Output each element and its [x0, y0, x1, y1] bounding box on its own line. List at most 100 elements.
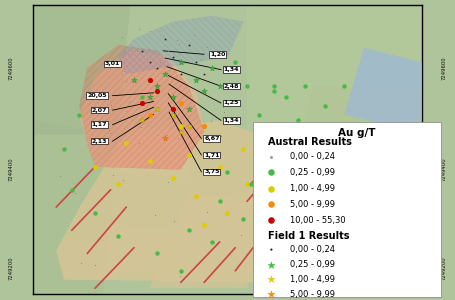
Text: 1,00 - 4,99: 1,00 - 4,99: [290, 184, 335, 193]
Point: [138, 48, 146, 53]
Point: [201, 222, 208, 227]
Point: [282, 95, 289, 100]
Point: [68, 188, 76, 192]
Point: [124, 52, 131, 56]
Text: 0,25 - 0,99: 0,25 - 0,99: [290, 168, 335, 177]
Point: [138, 100, 146, 105]
Point: [122, 109, 129, 113]
Point: [255, 141, 262, 146]
Point: [216, 164, 223, 169]
Point: [268, 154, 275, 159]
Point: [185, 106, 192, 111]
Point: [302, 170, 309, 175]
Text: 10,00 - 55,30: 10,00 - 55,30: [290, 216, 346, 225]
Point: [191, 32, 198, 37]
Point: [187, 103, 195, 108]
Text: 7249400: 7249400: [441, 158, 446, 181]
Point: [321, 103, 329, 108]
Point: [294, 124, 301, 128]
Point: [154, 251, 161, 256]
Point: [120, 178, 127, 183]
Text: 2,07: 2,07: [91, 108, 107, 113]
Point: [302, 83, 309, 88]
Point: [268, 170, 275, 175]
Point: [106, 131, 114, 136]
Point: [239, 147, 247, 152]
Point: [193, 193, 200, 198]
Point: [145, 46, 152, 51]
Text: 0,00 - 0,24: 0,00 - 0,24: [290, 245, 335, 254]
Point: [107, 103, 115, 107]
Point: [173, 100, 180, 104]
Text: 7249600: 7249600: [441, 56, 446, 80]
Point: [56, 174, 64, 178]
Text: 3,75: 3,75: [204, 169, 220, 174]
Point: [162, 72, 169, 76]
Point: [154, 83, 161, 88]
Point: [271, 89, 278, 94]
Polygon shape: [80, 51, 204, 169]
Point: [138, 95, 146, 100]
Text: 1,34: 1,34: [223, 118, 239, 123]
Point: [177, 60, 184, 65]
Point: [220, 110, 228, 114]
Point: [217, 134, 225, 139]
Point: [162, 135, 169, 140]
Point: [102, 96, 109, 101]
Polygon shape: [64, 242, 118, 280]
Point: [238, 233, 245, 238]
Polygon shape: [80, 45, 204, 169]
Point: [119, 34, 126, 39]
Point: [185, 43, 192, 47]
FancyBboxPatch shape: [253, 122, 441, 297]
Point: [203, 45, 210, 50]
Point: [193, 60, 200, 65]
Point: [115, 182, 122, 186]
Point: [243, 83, 251, 88]
Text: 6,67: 6,67: [204, 136, 220, 141]
Point: [201, 89, 208, 94]
Point: [268, 218, 275, 223]
Point: [175, 41, 182, 46]
Point: [153, 132, 160, 137]
Point: [163, 133, 171, 137]
Point: [164, 180, 172, 185]
Text: 1,00 - 4,99: 1,00 - 4,99: [290, 275, 335, 284]
Point: [169, 106, 177, 111]
Point: [152, 213, 159, 218]
Point: [146, 60, 153, 65]
Point: [170, 219, 177, 224]
Point: [154, 89, 161, 94]
Text: 0,00 - 0,24: 0,00 - 0,24: [290, 152, 335, 161]
Point: [146, 95, 153, 100]
Text: Au g/T: Au g/T: [338, 128, 375, 138]
Point: [92, 262, 99, 267]
Point: [177, 274, 184, 278]
Point: [197, 57, 204, 62]
Point: [201, 124, 208, 128]
Point: [268, 186, 275, 191]
Text: 2,13: 2,13: [91, 139, 107, 144]
Point: [239, 216, 247, 221]
Point: [216, 83, 223, 88]
Point: [71, 190, 79, 195]
Text: Austral Results: Austral Results: [268, 137, 352, 147]
Point: [232, 60, 239, 65]
Polygon shape: [118, 16, 243, 74]
Point: [109, 172, 116, 177]
Point: [203, 210, 211, 215]
Point: [136, 140, 143, 145]
Point: [105, 128, 112, 132]
Point: [146, 29, 153, 34]
Point: [220, 105, 227, 110]
Point: [91, 164, 99, 169]
Text: 7249200: 7249200: [9, 256, 14, 280]
Point: [261, 201, 268, 206]
Text: 2,48: 2,48: [223, 84, 239, 88]
Point: [122, 78, 129, 83]
Polygon shape: [33, 4, 130, 135]
Text: 3,01: 3,01: [105, 61, 121, 66]
Point: [271, 164, 278, 169]
Point: [177, 100, 184, 105]
Polygon shape: [103, 224, 181, 271]
